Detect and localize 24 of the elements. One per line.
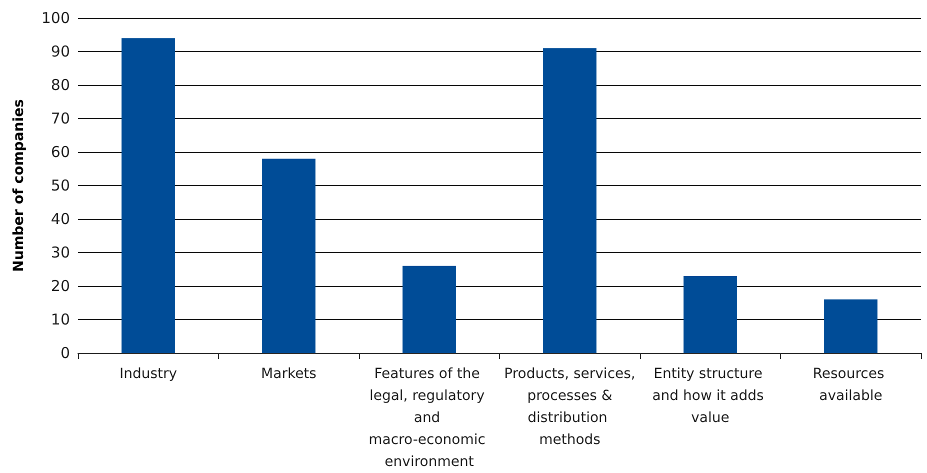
x-tick-label: Resources available: [812, 366, 889, 404]
y-tick-label: 70: [50, 110, 70, 128]
bar: [684, 276, 737, 353]
bar: [543, 48, 596, 353]
y-tick-label: 40: [50, 210, 70, 228]
bar: [402, 266, 456, 353]
y-tick-label: 0: [60, 344, 70, 362]
bar: [262, 158, 316, 353]
y-tick-label: 50: [50, 176, 70, 194]
y-tick-label: 30: [50, 244, 70, 262]
x-tick-label: Entity structure and how it adds value: [652, 366, 768, 426]
y-tick-label: 20: [50, 277, 70, 295]
y-tick-label: 80: [50, 76, 70, 94]
y-tick-label: 10: [50, 310, 70, 328]
x-tick-label: Markets: [261, 366, 316, 382]
bar: [122, 38, 175, 353]
x-tick-label: Industry: [119, 366, 178, 382]
x-tick-label: Products, services, processes & distribution methods: [504, 366, 636, 448]
y-axis-title: Number of companies: [11, 99, 27, 272]
y-tick-label: 60: [50, 143, 70, 161]
y-tick-label: 100: [41, 9, 70, 27]
bar: [824, 299, 878, 353]
x-tick-label: Features of the legal, regulatory and macro-economic environment: [368, 366, 490, 470]
y-tick-label: 90: [50, 42, 70, 60]
